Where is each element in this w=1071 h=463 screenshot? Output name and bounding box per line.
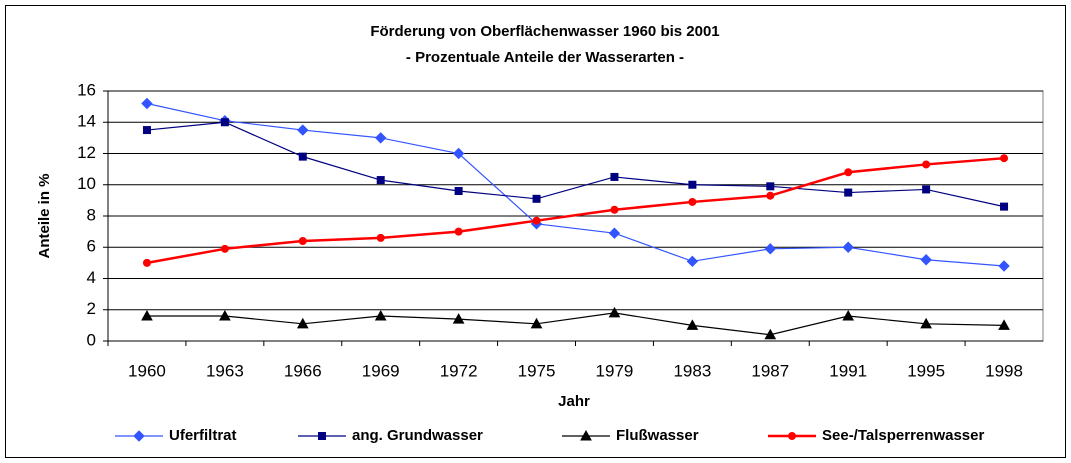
- marker: [142, 126, 151, 135]
- series-line: [146, 312, 1005, 336]
- marker: [920, 317, 932, 329]
- y-tick-label: 0: [87, 330, 96, 349]
- marker: [688, 180, 697, 189]
- marker: [532, 194, 541, 203]
- marker: [219, 309, 231, 321]
- series-line: [146, 102, 1005, 267]
- marker: [454, 227, 463, 236]
- x-tick-label: 1998: [985, 361, 1023, 380]
- marker: [374, 309, 387, 321]
- marker: [452, 147, 465, 160]
- marker: [922, 160, 931, 169]
- legend-label: Flußwasser: [616, 427, 699, 444]
- marker: [220, 118, 229, 127]
- marker: [376, 233, 385, 242]
- marker: [920, 254, 932, 266]
- x-tick-label: 1969: [362, 361, 400, 380]
- y-tick-label: 14: [77, 112, 96, 131]
- marker: [610, 205, 619, 214]
- x-tick-label: 1966: [284, 361, 322, 380]
- x-tick-label: 1963: [206, 361, 244, 380]
- marker: [452, 313, 465, 324]
- marker: [764, 243, 776, 255]
- x-tick-label: 1995: [907, 361, 945, 380]
- marker: [142, 258, 151, 267]
- marker: [766, 182, 775, 191]
- marker: [1000, 202, 1009, 211]
- chart-subtitle: - Prozentuale Anteile der Wasserarten -: [406, 49, 684, 66]
- marker: [298, 237, 307, 245]
- marker: [376, 176, 385, 185]
- x-axis-label: Jahr: [558, 393, 590, 410]
- legend-marker: [788, 432, 796, 440]
- marker: [375, 132, 387, 144]
- marker: [842, 309, 855, 321]
- y-tick-label: 12: [77, 143, 96, 162]
- legend-label: See-/Talsperrenwasser: [822, 427, 984, 444]
- marker: [220, 244, 229, 253]
- y-axis-label: Anteile in %: [36, 173, 53, 258]
- x-tick-label: 1979: [596, 361, 634, 380]
- x-tick-label: 1960: [128, 361, 166, 380]
- marker: [764, 328, 777, 340]
- legend-marker: [133, 430, 145, 442]
- marker: [922, 185, 931, 194]
- marker: [686, 319, 699, 330]
- marker: [608, 227, 621, 239]
- chart-title: Förderung von Oberflächenwasser 1960 bis…: [370, 23, 719, 40]
- marker: [296, 317, 309, 329]
- marker: [297, 124, 309, 136]
- marker: [608, 306, 621, 318]
- marker: [1000, 154, 1009, 163]
- y-tick-label: 6: [87, 237, 96, 256]
- y-tick-label: 2: [87, 299, 96, 318]
- marker: [686, 255, 699, 268]
- x-tick-label: 1983: [673, 361, 711, 380]
- marker: [141, 97, 153, 110]
- x-tick-label: 1975: [518, 361, 556, 380]
- marker: [844, 168, 853, 177]
- legend-label: Uferfiltrat: [169, 427, 237, 444]
- x-tick-label: 1987: [751, 361, 789, 380]
- x-tick-label: 1972: [440, 361, 478, 380]
- marker: [842, 241, 854, 253]
- marker: [766, 191, 775, 200]
- marker: [141, 309, 153, 321]
- marker: [454, 187, 463, 195]
- y-tick-label: 10: [77, 174, 96, 193]
- marker: [844, 188, 853, 197]
- legend-marker: [580, 429, 592, 441]
- marker: [610, 172, 619, 181]
- legend-marker: [318, 432, 326, 440]
- y-tick-label: 4: [87, 268, 96, 287]
- marker: [998, 319, 1010, 330]
- marker: [298, 152, 307, 161]
- y-tick-label: 8: [87, 205, 96, 224]
- marker: [998, 260, 1010, 272]
- legend-label: ang. Grundwasser: [352, 427, 483, 444]
- x-tick-label: 1991: [829, 361, 867, 380]
- marker: [530, 317, 543, 329]
- y-tick-label: 16: [77, 80, 96, 99]
- marker: [532, 216, 541, 225]
- series-line: [146, 121, 1005, 208]
- series-line: [146, 156, 1005, 265]
- marker: [688, 197, 697, 206]
